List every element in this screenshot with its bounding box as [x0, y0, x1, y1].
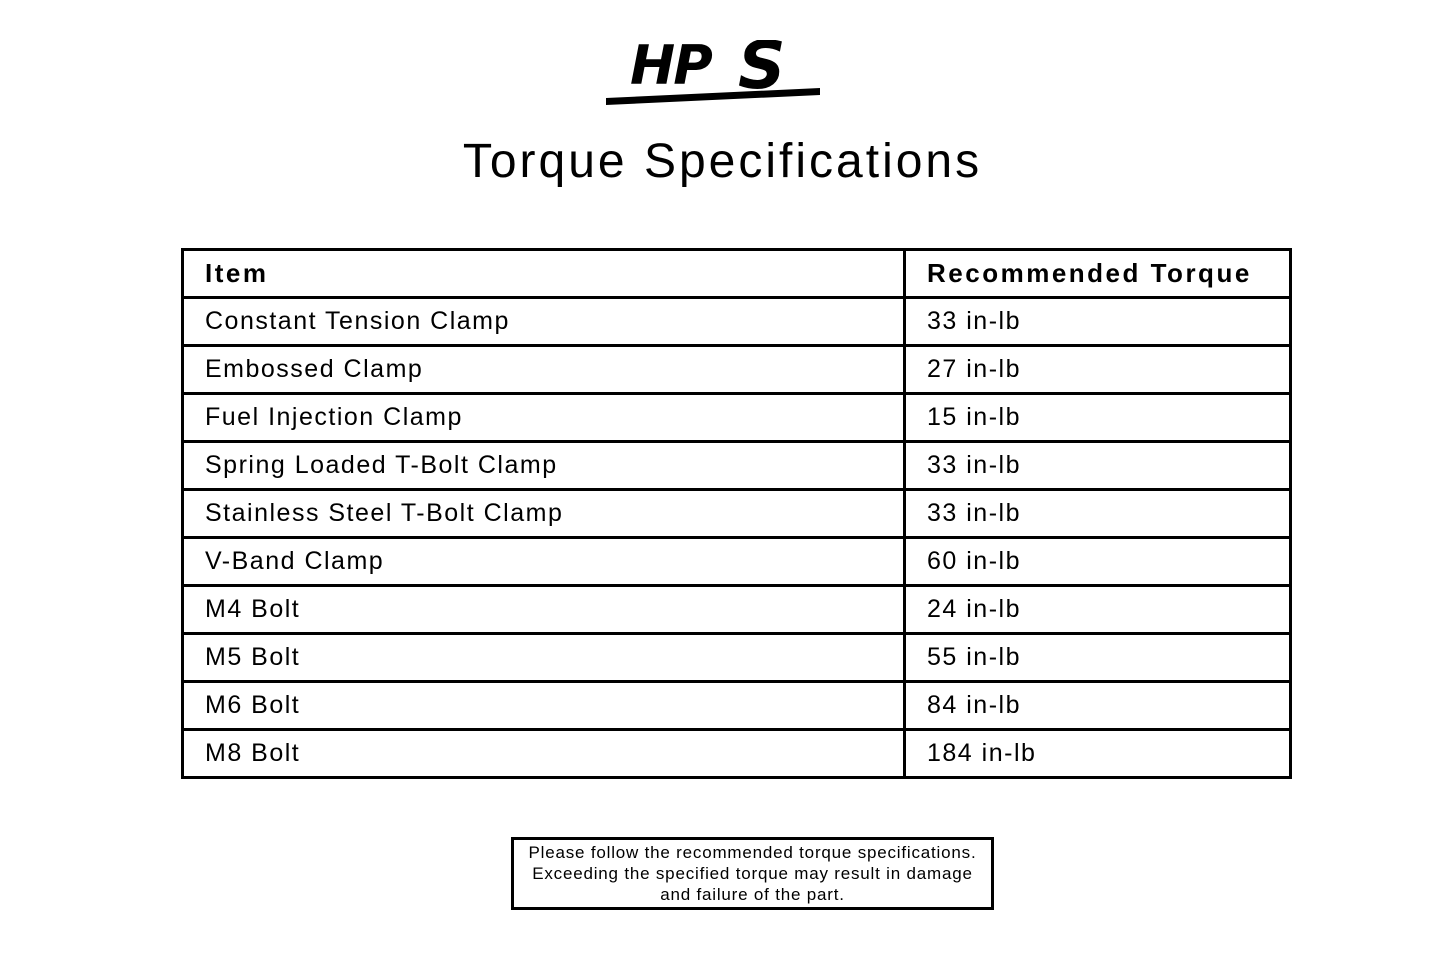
- table-row: Fuel Injection Clamp 15 in-lb: [181, 392, 1292, 443]
- table-row: M8 Bolt 184 in-lb: [181, 728, 1292, 779]
- page-title: Torque Specifications: [462, 135, 983, 188]
- hps-logo-underline: [606, 88, 820, 105]
- torque-cell: 184 in-lb: [903, 728, 1292, 779]
- item-cell: M8 Bolt: [181, 728, 906, 779]
- item-cell: Spring Loaded T-Bolt Clamp: [181, 440, 906, 491]
- table-row: M4 Bolt 24 in-lb: [181, 584, 1292, 635]
- torque-spec-table: Item Recommended Torque Constant Tension…: [181, 248, 1292, 779]
- item-cell: Embossed Clamp: [181, 344, 906, 395]
- torque-cell: 24 in-lb: [903, 584, 1292, 635]
- torque-cell: 27 in-lb: [903, 344, 1292, 395]
- hps-logo-text-hp: HP: [630, 40, 712, 97]
- table-row: Constant Tension Clamp 33 in-lb: [181, 296, 1292, 347]
- item-cell: Constant Tension Clamp: [181, 296, 906, 347]
- note-line-1: Please follow the recommended torque spe…: [528, 843, 977, 862]
- item-cell: M4 Bolt: [181, 584, 906, 635]
- table-row: Spring Loaded T-Bolt Clamp 33 in-lb: [181, 440, 1292, 491]
- item-cell: M5 Bolt: [181, 632, 906, 683]
- torque-cell: 33 in-lb: [903, 440, 1292, 491]
- item-cell: Stainless Steel T-Bolt Clamp: [181, 488, 906, 539]
- table-row: V-Band Clamp 60 in-lb: [181, 536, 1292, 587]
- table-row: M5 Bolt 55 in-lb: [181, 632, 1292, 683]
- torque-cell: 55 in-lb: [903, 632, 1292, 683]
- table-row: Stainless Steel T-Bolt Clamp 33 in-lb: [181, 488, 1292, 539]
- torque-cell: 84 in-lb: [903, 680, 1292, 731]
- torque-cell: 33 in-lb: [903, 488, 1292, 539]
- torque-cell: 15 in-lb: [903, 392, 1292, 443]
- table-header-row: Item Recommended Torque: [181, 248, 1292, 299]
- hps-logo-graphic: HP S: [606, 27, 820, 105]
- item-cell: V-Band Clamp: [181, 536, 906, 587]
- hps-logo: HP S: [602, 27, 847, 110]
- item-cell: Fuel Injection Clamp: [181, 392, 906, 443]
- torque-cell: 33 in-lb: [903, 296, 1292, 347]
- table-row: Embossed Clamp 27 in-lb: [181, 344, 1292, 395]
- col-header-torque: Recommended Torque: [903, 248, 1292, 299]
- note-line-2: Exceeding the specified torque may resul…: [532, 864, 973, 883]
- table-row: M6 Bolt 84 in-lb: [181, 680, 1292, 731]
- col-header-item: Item: [181, 248, 906, 299]
- note-line-3: and failure of the part.: [660, 885, 845, 904]
- torque-cell: 60 in-lb: [903, 536, 1292, 587]
- item-cell: M6 Bolt: [181, 680, 906, 731]
- warning-note-box: Please follow the recommended torque spe…: [511, 837, 994, 910]
